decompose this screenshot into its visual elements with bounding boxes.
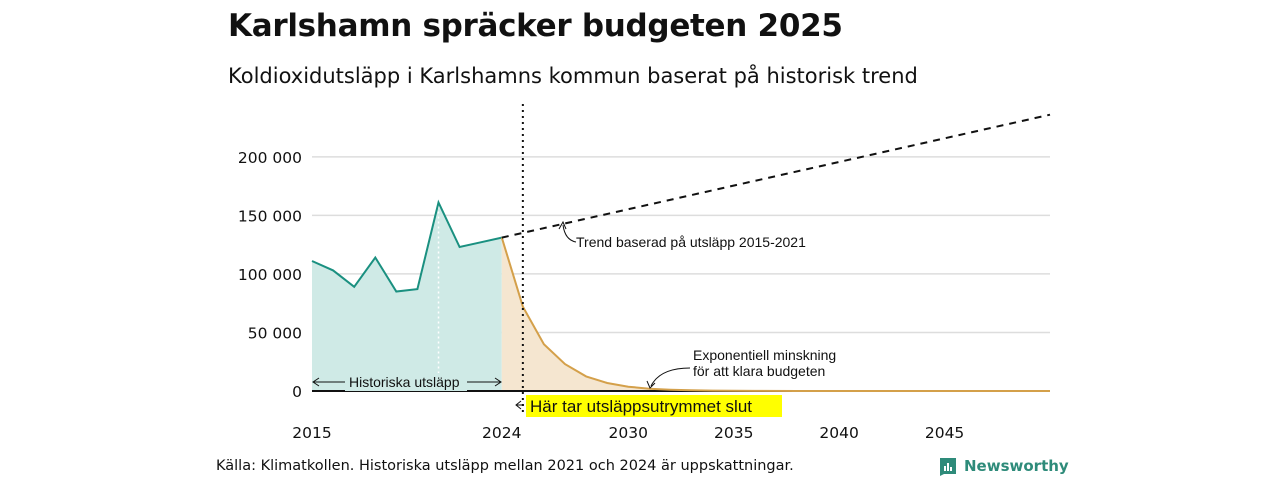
- historical-area: [312, 202, 502, 391]
- newsworthy-logo-text: Newsworthy: [964, 457, 1069, 475]
- historical-line: [311, 199, 503, 293]
- historical-arrowhead-right: [494, 377, 502, 387]
- y-tick-label: 50 000: [248, 324, 302, 342]
- newsworthy-logo-icon: [940, 458, 956, 476]
- x-tick-label: 2015: [292, 424, 331, 442]
- x-tick-label: 2030: [609, 424, 648, 442]
- area-fills: [312, 202, 1050, 391]
- x-axis-ticks: 2015 2024 2030 2035 2040 2045: [292, 424, 964, 442]
- y-tick-label: 150 000: [238, 207, 302, 225]
- budget-area: [501, 237, 1050, 391]
- chart-title: Karlshamn spräcker budgeten 2025: [228, 8, 843, 44]
- y-tick-label: 200 000: [238, 149, 302, 167]
- x-tick-label: 2024: [482, 424, 521, 442]
- historical-annotation: Historiska utsläpp: [349, 374, 460, 390]
- budget-end-arrowhead: [515, 400, 522, 410]
- trend-annotation-arrow: [562, 224, 577, 243]
- emissions-chart: 0 50 000 100 000 150 000 200 000 2015 2024 203…: [238, 104, 1051, 442]
- exp-annotation-line1: Exponentiell minskning: [693, 347, 836, 363]
- chart-subtitle: Koldioxidutsläpp i Karlshamns kommun bas…: [228, 64, 918, 88]
- budget-end-highlight: [526, 395, 782, 417]
- annotations: Trend baserad på utsläpp 2015-2021 Expon…: [312, 220, 836, 417]
- x-tick-label: 2045: [925, 424, 964, 442]
- newsworthy-logo: Newsworthy: [938, 456, 1069, 476]
- y-tick-label: 0: [292, 383, 302, 401]
- x-tick-label: 2035: [714, 424, 753, 442]
- trend-annotation-arrowhead: [558, 220, 567, 230]
- y-axis-ticks: 0 50 000 100 000 150 000 200 000: [238, 149, 302, 401]
- x-tick-label: 2040: [819, 424, 858, 442]
- historical-arrowhead-left: [312, 377, 320, 387]
- budget-end-annotation: Här tar utsläppsutrymmet slut: [530, 397, 752, 416]
- budget-line: [500, 237, 1050, 392]
- trend-line: [501, 113, 1051, 239]
- exp-annotation-line2: för att klara budgeten: [693, 363, 825, 379]
- exp-annotation-arrowhead: [646, 380, 656, 389]
- y-tick-label: 100 000: [238, 266, 302, 284]
- source-note: Källa: Klimatkollen. Historiska utsläpp …: [216, 458, 794, 474]
- historical-label-bg: [345, 373, 467, 391]
- exp-annotation-arrow: [650, 367, 691, 387]
- trend-annotation: Trend baserad på utsläpp 2015-2021: [576, 234, 806, 250]
